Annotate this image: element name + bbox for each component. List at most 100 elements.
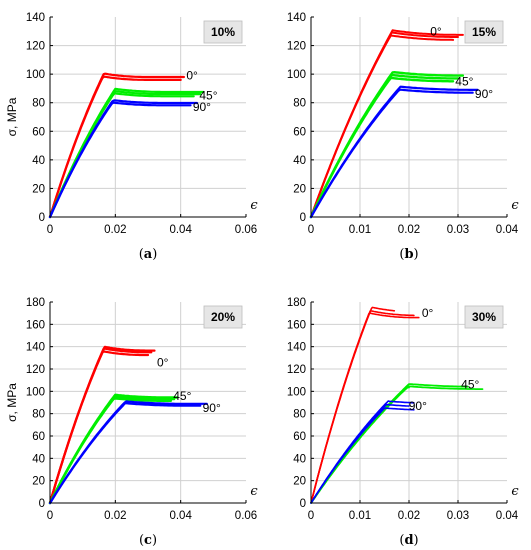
x-axis-label: ϵ — [250, 198, 258, 213]
x-tick-label: 0.04 — [496, 510, 519, 522]
y-tick-label: 0 — [300, 498, 306, 510]
series-annotation: 0° — [430, 24, 442, 38]
grid — [311, 302, 507, 503]
series-line-45deg — [48, 397, 173, 505]
y-tick-label: 60 — [293, 126, 306, 138]
x-tick-label: 0.01 — [349, 510, 371, 522]
y-tick-label: 160 — [287, 319, 306, 331]
panel-caption: (c) — [139, 533, 157, 548]
series-annotation: 45° — [461, 378, 479, 392]
series-annotation: 0° — [186, 69, 198, 83]
y-tick-label: 40 — [293, 453, 306, 465]
y-tick-label: 80 — [293, 98, 306, 110]
series-line-0deg — [310, 29, 464, 218]
y-tick-label: 40 — [32, 453, 45, 465]
series-line-45deg — [48, 395, 176, 505]
percentage-badge: 30% — [472, 310, 496, 324]
x-tick-label: 0 — [47, 224, 53, 236]
x-tick-label: 0.02 — [398, 224, 420, 236]
y-tick-label: 160 — [26, 319, 45, 331]
series-line-90deg — [48, 402, 202, 505]
y-tick-label: 80 — [32, 98, 45, 110]
series-line-0deg — [310, 306, 396, 504]
x-axis-label: ϵ — [511, 484, 519, 499]
series-line-0deg — [310, 312, 420, 504]
panel-c: 0 0.02 0.04 0.06 0 20 40 60 80 100 120 140 160 180 ϵ σ,… — [5, 297, 258, 548]
panel-caption: (b) — [399, 247, 418, 262]
series-group — [310, 306, 484, 504]
series-annotation: 90° — [193, 100, 211, 114]
y-tick-label: 20 — [32, 183, 45, 195]
y-tick-label: 120 — [287, 364, 306, 376]
panel-caption: (a) — [139, 247, 158, 262]
panel-b: 0 0.01 0.02 0.03 0.04 0 20 40 60 80 100 120 140 ϵ 0° 45… — [287, 12, 520, 262]
x-tick-label: 0.03 — [447, 510, 469, 522]
series-line-45deg — [309, 73, 460, 219]
series-annotation: 90° — [409, 399, 427, 413]
y-tick-label: 20 — [293, 183, 306, 195]
series-line-45deg — [48, 90, 202, 219]
x-tick-label: 0.02 — [398, 510, 420, 522]
y-tick-label: 80 — [293, 409, 306, 421]
panel-caption: (d) — [399, 533, 418, 548]
series-line-0deg — [48, 350, 150, 505]
x-tick-label: 0 — [308, 510, 314, 522]
series-line-90deg — [48, 101, 192, 219]
series-line-45deg — [309, 70, 465, 219]
series-group — [48, 72, 205, 219]
percentage-badge: 15% — [472, 25, 496, 39]
series-annotation: 0° — [157, 355, 169, 369]
y-tick-label: 120 — [287, 41, 306, 53]
x-tick-label: 0.04 — [169, 510, 192, 522]
x-tick-label: 0.03 — [447, 224, 469, 236]
x-tick-label: 0.04 — [496, 224, 519, 236]
series-line-0deg — [48, 75, 182, 219]
percentage-badge-box — [203, 20, 243, 44]
series-line-90deg — [48, 400, 208, 505]
y-tick-label: 20 — [32, 476, 45, 488]
y-tick-label: 40 — [32, 155, 45, 167]
y-tick-label: 0 — [39, 498, 45, 510]
y-tick-label: 60 — [293, 431, 306, 443]
y-tick-label: 100 — [287, 69, 306, 81]
grid — [50, 17, 246, 217]
y-tick-label: 140 — [26, 12, 45, 24]
x-tick-label: 0 — [308, 224, 314, 236]
series-annotation: 90° — [203, 401, 221, 415]
y-tick-label: 140 — [287, 342, 306, 354]
series-annotation: 45° — [173, 389, 191, 403]
series-annotation: 90° — [475, 87, 493, 101]
y-axis-label: σ, MPa — [5, 383, 19, 422]
y-tick-label: 0 — [39, 212, 45, 224]
series-line-45deg — [48, 393, 179, 505]
y-tick-label: 80 — [32, 409, 45, 421]
x-axis-label: ϵ — [511, 198, 519, 213]
series-line-0deg — [310, 31, 459, 218]
series-line-0deg — [310, 34, 455, 218]
x-tick-label: 0 — [47, 510, 53, 522]
y-tick-label: 40 — [293, 155, 306, 167]
x-axis-label: ϵ — [250, 484, 258, 499]
y-tick-label: 0 — [300, 212, 306, 224]
x-tick-label: 0.04 — [169, 224, 192, 236]
series-group — [48, 345, 208, 505]
series-annotation: 0° — [422, 306, 434, 320]
percentage-badge: 10% — [211, 25, 235, 39]
percentage-badge-box — [203, 305, 243, 329]
y-tick-label: 60 — [32, 431, 45, 443]
x-tick-label: 0.06 — [235, 224, 257, 236]
x-tick-label: 0.01 — [349, 224, 371, 236]
y-tick-label: 140 — [26, 342, 45, 354]
series-group — [309, 29, 479, 219]
series-line-90deg — [48, 99, 199, 219]
y-tick-label: 100 — [26, 69, 45, 81]
y-tick-label: 100 — [26, 386, 45, 398]
y-tick-label: 20 — [293, 476, 306, 488]
series-line-90deg — [310, 407, 415, 504]
panel-a: 0 0.02 0.04 0.06 0 20 40 60 80 100 120 140 ϵ σ, MPa 0°… — [5, 12, 258, 262]
x-tick-label: 0.06 — [235, 510, 257, 522]
series-annotation: 45° — [199, 89, 217, 103]
series-line-45deg — [310, 385, 484, 504]
percentage-badge: 20% — [211, 310, 235, 324]
